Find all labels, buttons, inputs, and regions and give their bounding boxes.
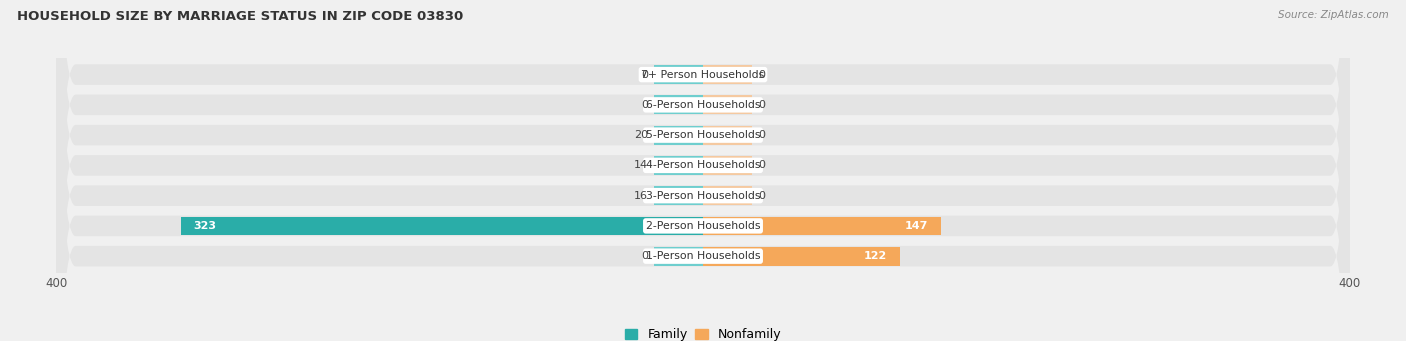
- Text: 2-Person Households: 2-Person Households: [645, 221, 761, 231]
- Text: 0: 0: [758, 130, 765, 140]
- Bar: [703, 156, 751, 175]
- Text: 0: 0: [641, 100, 648, 110]
- Bar: [181, 217, 703, 235]
- Bar: [655, 65, 703, 84]
- Text: 0: 0: [758, 191, 765, 201]
- Text: 0: 0: [758, 70, 765, 79]
- Bar: [703, 186, 751, 205]
- Text: 147: 147: [904, 221, 928, 231]
- Text: 0: 0: [641, 251, 648, 261]
- Text: 16: 16: [634, 191, 648, 201]
- Text: 0: 0: [758, 160, 765, 170]
- Text: 6-Person Households: 6-Person Households: [645, 100, 761, 110]
- Text: 20: 20: [634, 130, 648, 140]
- Text: 122: 122: [865, 251, 887, 261]
- FancyBboxPatch shape: [56, 0, 1350, 341]
- FancyBboxPatch shape: [56, 0, 1350, 341]
- FancyBboxPatch shape: [56, 0, 1350, 341]
- Bar: [703, 217, 941, 235]
- Bar: [655, 95, 703, 114]
- FancyBboxPatch shape: [56, 0, 1350, 341]
- Text: 5-Person Households: 5-Person Households: [645, 130, 761, 140]
- Text: Source: ZipAtlas.com: Source: ZipAtlas.com: [1278, 10, 1389, 20]
- Text: 7+ Person Households: 7+ Person Households: [641, 70, 765, 79]
- Bar: [655, 186, 703, 205]
- Text: 0: 0: [641, 70, 648, 79]
- Bar: [703, 65, 751, 84]
- Bar: [655, 126, 703, 145]
- Text: 4-Person Households: 4-Person Households: [645, 160, 761, 170]
- Text: 0: 0: [758, 100, 765, 110]
- FancyBboxPatch shape: [56, 0, 1350, 341]
- Text: 1-Person Households: 1-Person Households: [645, 251, 761, 261]
- Bar: [655, 247, 703, 266]
- FancyBboxPatch shape: [56, 0, 1350, 341]
- Bar: [703, 126, 751, 145]
- Bar: [703, 247, 900, 266]
- Text: 14: 14: [634, 160, 648, 170]
- Legend: Family, Nonfamily: Family, Nonfamily: [623, 326, 783, 341]
- Bar: [703, 95, 751, 114]
- Text: HOUSEHOLD SIZE BY MARRIAGE STATUS IN ZIP CODE 03830: HOUSEHOLD SIZE BY MARRIAGE STATUS IN ZIP…: [17, 10, 463, 23]
- FancyBboxPatch shape: [56, 0, 1350, 341]
- Bar: [655, 156, 703, 175]
- Text: 3-Person Households: 3-Person Households: [645, 191, 761, 201]
- Text: 323: 323: [194, 221, 217, 231]
